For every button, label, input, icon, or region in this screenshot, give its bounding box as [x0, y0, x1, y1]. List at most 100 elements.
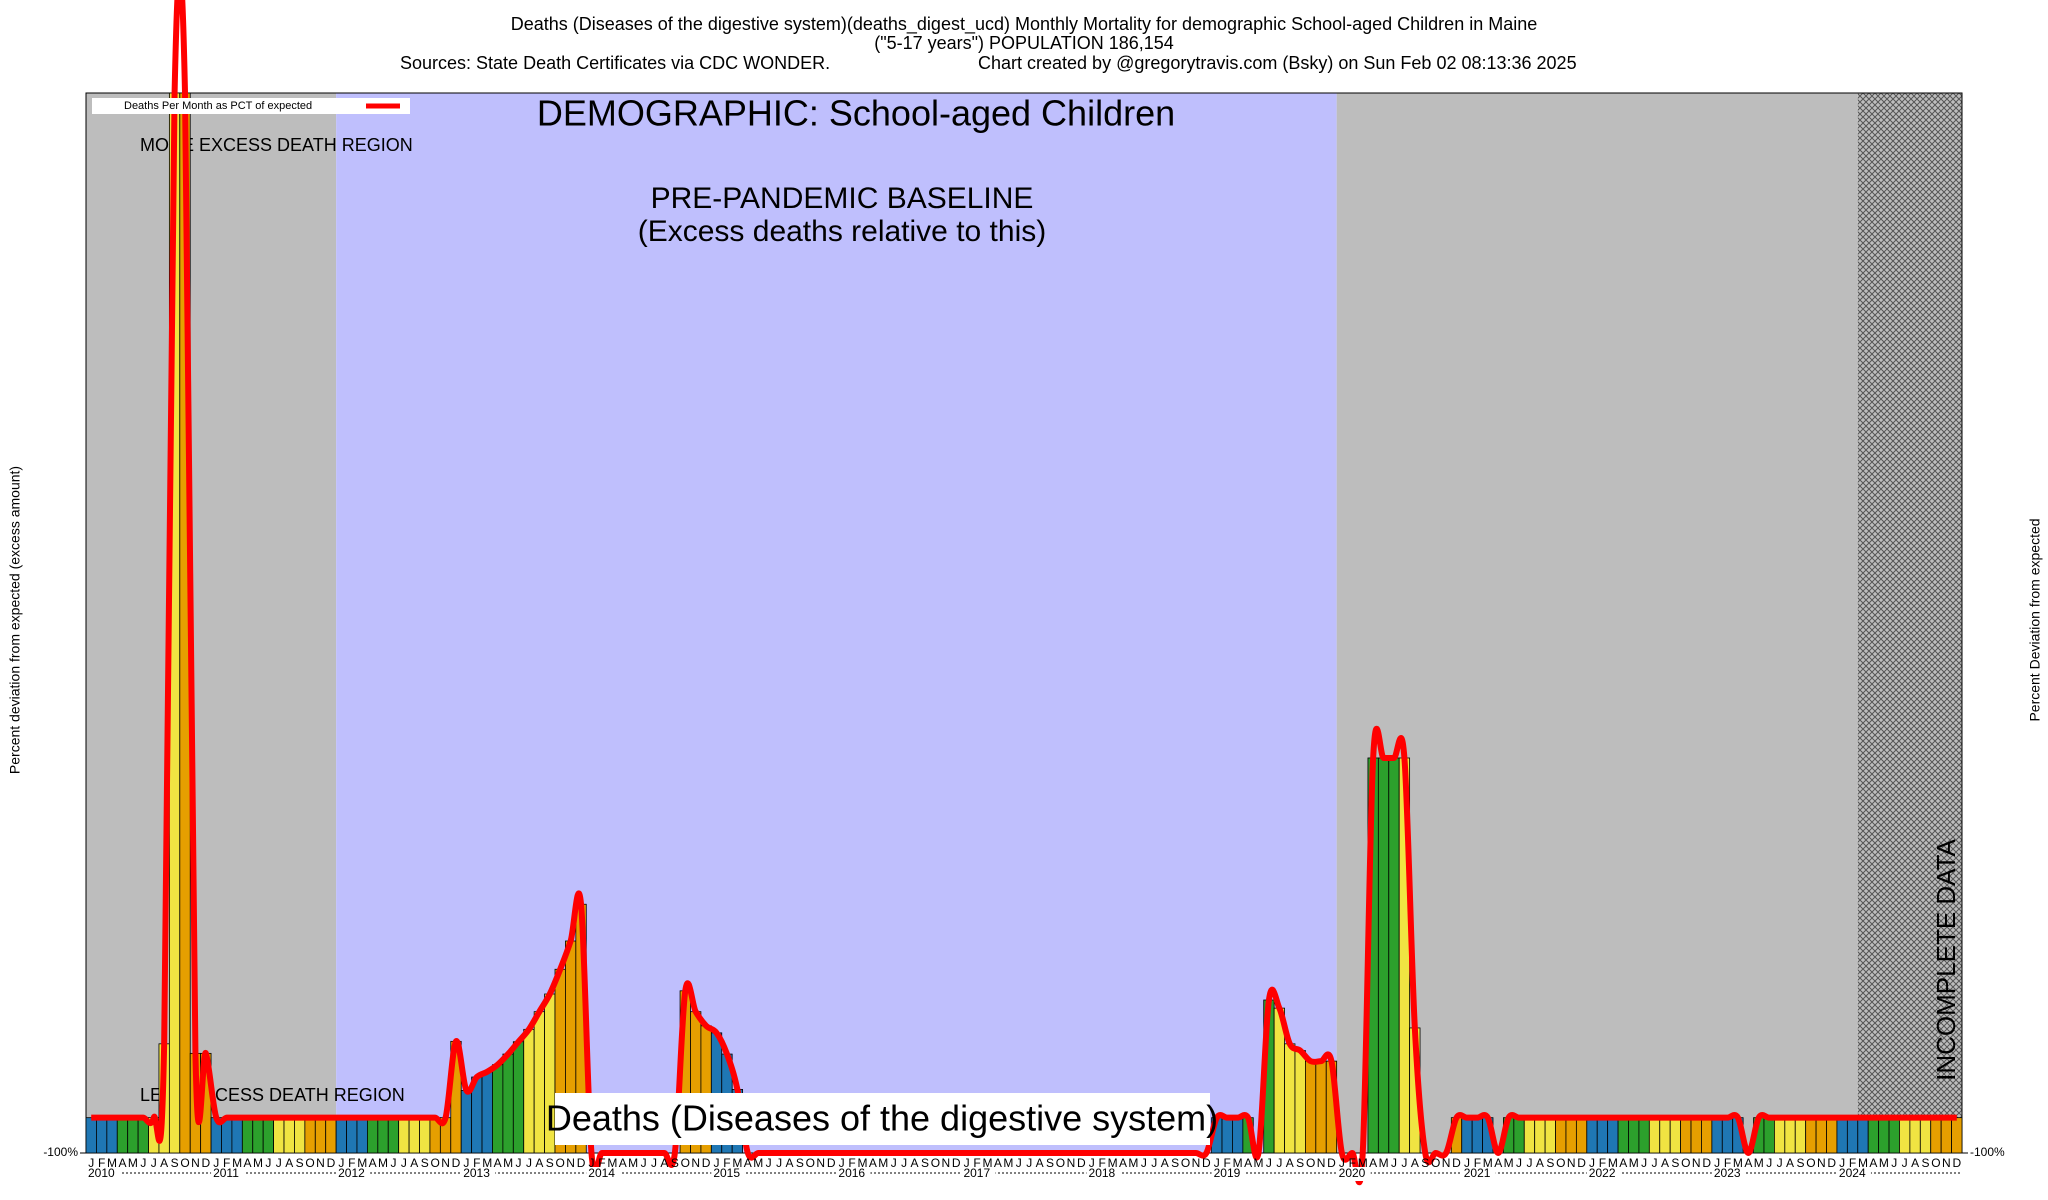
x-tick-label: N [816, 1156, 825, 1170]
y-axis-label: Percent deviation from expected (excess … [7, 466, 23, 774]
x-tick-label: A [1536, 1156, 1544, 1170]
bar [398, 1117, 410, 1154]
x-tick-label: O [305, 1156, 314, 1170]
annotation: (Excess deaths relative to this) [638, 215, 1047, 248]
bar [356, 1117, 368, 1154]
x-tick-label: F [848, 1156, 855, 1170]
bar [1711, 1117, 1723, 1154]
x-tick-label: F [223, 1156, 230, 1170]
year-label: 2010 [88, 1166, 115, 1180]
x-tick-label: M [1629, 1156, 1639, 1170]
x-tick-label: A [1244, 1156, 1252, 1170]
bar [116, 1117, 129, 1154]
bar [346, 1117, 358, 1154]
x-tick-label: S [1796, 1156, 1804, 1170]
bar [1899, 1117, 1911, 1154]
x-tick-label: A [1869, 1156, 1877, 1170]
bar [408, 1117, 420, 1154]
x-tick-label: A [1494, 1156, 1502, 1170]
x-tick-label: M [503, 1156, 513, 1170]
x-tick-label: O [1806, 1156, 1815, 1170]
x-tick-label: D [1952, 1156, 1961, 1170]
x-tick-label: M [878, 1156, 888, 1170]
year-label: 2018 [1089, 1166, 1116, 1180]
bar [1575, 1117, 1588, 1154]
x-tick-label: A [535, 1156, 543, 1170]
x-tick-label: F [1724, 1156, 1731, 1170]
year-bg [1586, 1167, 1621, 1181]
x-tick-label: S [171, 1156, 179, 1170]
x-tick-label: O [556, 1156, 565, 1170]
x-tick-label: J [1266, 1156, 1272, 1170]
x-tick-label: M [1858, 1156, 1868, 1170]
x-tick-label: J [1401, 1156, 1407, 1170]
x-tick-label: J [1214, 1156, 1220, 1170]
bar [1596, 1117, 1609, 1154]
x-tick-label: J [588, 1156, 594, 1170]
bar [1294, 1050, 1306, 1154]
x-tick-label: M [607, 1156, 617, 1170]
bar [1565, 1117, 1577, 1154]
bar [231, 1117, 243, 1154]
line [91, 0, 1957, 1186]
x-tick-label: O [1931, 1156, 1940, 1170]
bar [460, 1090, 473, 1154]
x-tick-label: N [1692, 1156, 1701, 1170]
bar [366, 1117, 379, 1154]
bar [1909, 1117, 1921, 1154]
bar [1930, 1117, 1942, 1154]
x-tick-label: A [244, 1156, 252, 1170]
year-label: 2016 [838, 1166, 865, 1180]
chart-subtitle: ("5-17 years") POPULATION 186,154 [874, 33, 1174, 53]
bar [533, 1011, 545, 1154]
x-tick-label: D [1077, 1156, 1086, 1170]
bar [252, 1117, 264, 1154]
year-bg [711, 1167, 746, 1181]
bar [387, 1117, 400, 1154]
x-tick-label: A [1161, 1156, 1169, 1170]
bar [502, 1053, 514, 1154]
x-tick-label: A [1411, 1156, 1419, 1170]
bar [1857, 1117, 1869, 1154]
x-tick-label: F [1849, 1156, 1856, 1170]
bar [419, 1117, 431, 1154]
x-tick-label: M [253, 1156, 263, 1170]
x-tick-label: N [191, 1156, 200, 1170]
year-bg [86, 1167, 120, 1181]
bar [1690, 1117, 1702, 1154]
x-tick-label: J [1652, 1156, 1658, 1170]
x-tick-label: D [952, 1156, 961, 1170]
year-label: 2012 [338, 1166, 365, 1180]
bar [1940, 1117, 1952, 1154]
x-tick-label: O [931, 1156, 940, 1170]
x-tick-label: M [1254, 1156, 1264, 1170]
x-tick-label: M [857, 1156, 867, 1170]
x-tick-label: N [1067, 1156, 1076, 1170]
bar [1878, 1117, 1890, 1154]
bar [1867, 1117, 1880, 1154]
x-tick-label: O [1556, 1156, 1565, 1170]
x-tick-label: D [1452, 1156, 1461, 1170]
x-tick-label: D [1327, 1156, 1336, 1170]
x-tick-label: A [911, 1156, 919, 1170]
x-tick-label: S [1296, 1156, 1304, 1170]
year-bg [336, 1167, 371, 1181]
x-tick-label: M [107, 1156, 117, 1170]
bar [1805, 1117, 1817, 1154]
x-tick-label: F [598, 1156, 605, 1170]
year-label: 2024 [1839, 1166, 1866, 1180]
x-tick-label: M [378, 1156, 388, 1170]
x-tick-label: S [1922, 1156, 1930, 1170]
x-tick-label: J [276, 1156, 282, 1170]
x-tick-label: M [1504, 1156, 1514, 1170]
x-tick-label: J [1839, 1156, 1845, 1170]
x-tick-label: J [390, 1156, 396, 1170]
x-tick-label: N [1317, 1156, 1326, 1170]
x-tick-label: F [1224, 1156, 1231, 1170]
annotation: Deaths (Diseases of the digestive system… [546, 1098, 1218, 1139]
year-bg [836, 1167, 871, 1181]
bar [294, 1117, 306, 1154]
year-bg [961, 1167, 996, 1181]
bar [1669, 1117, 1681, 1154]
x-tick-label: J [641, 1156, 647, 1170]
